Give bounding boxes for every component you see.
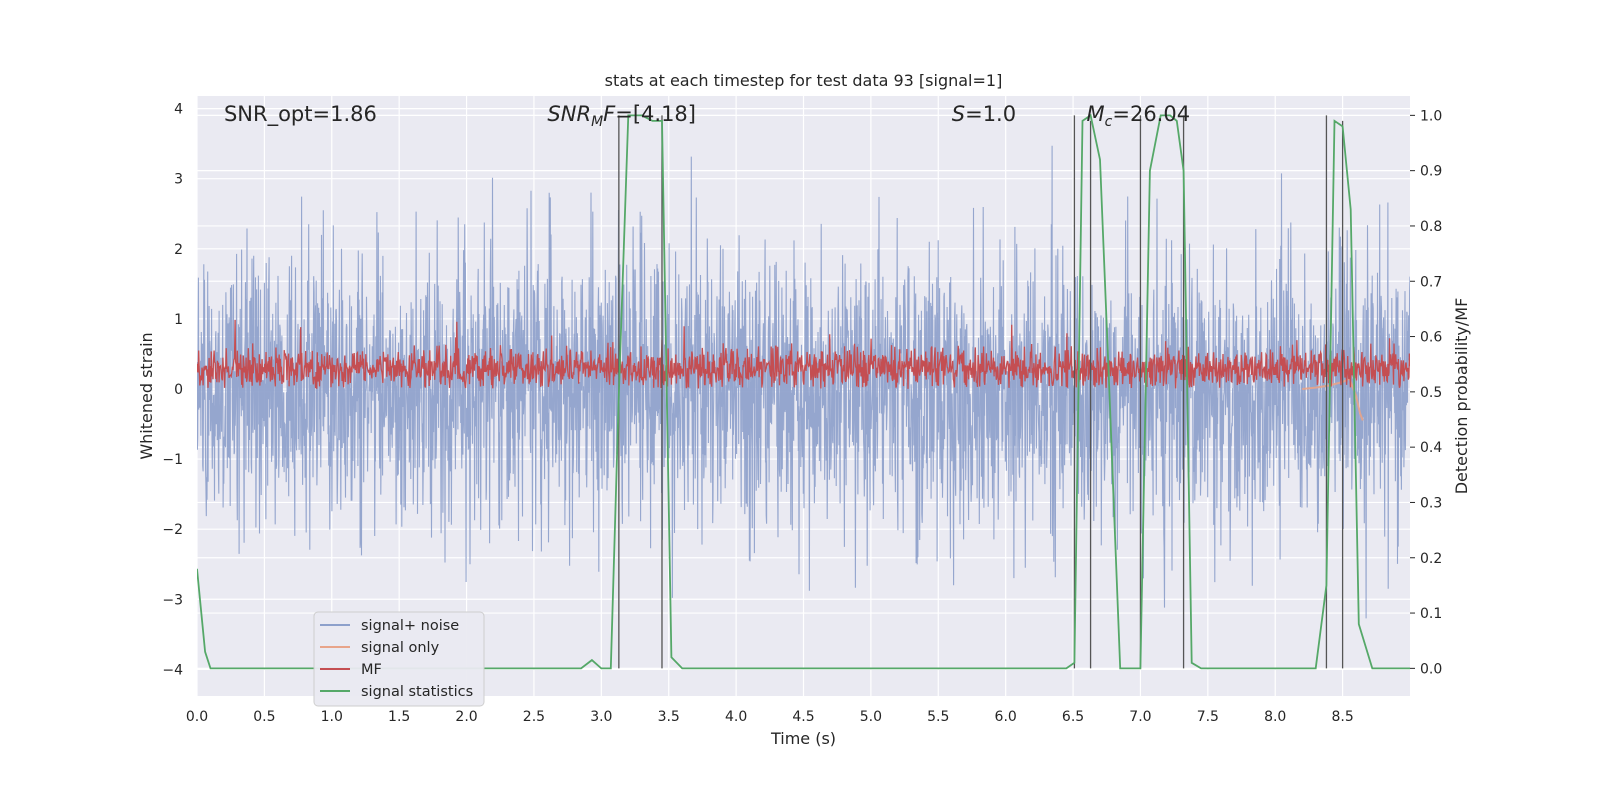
y-right-tick-label: 0.7 [1420,274,1442,290]
y-axis-right-label: Detection probability/MF [1452,298,1471,495]
x-tick-label: 1.5 [388,709,410,725]
x-tick-label: 2.5 [523,709,545,725]
y-left-tick-label: −1 [162,452,183,468]
x-axis-label: Time (s) [770,729,836,748]
y-right-tick-label: 0.1 [1420,606,1442,622]
x-tick-label: 5.0 [860,709,882,725]
series-mf [197,319,1410,389]
annotations: SNR_opt=1.86 SNRMF=[4.18] S=1.0 Mc=26.04 [224,102,1190,130]
x-tick-label: 6.0 [995,709,1017,725]
series-signal-statistics [197,113,1410,670]
y-right-tick-label: 0.4 [1420,440,1442,456]
y-right-tick-label: 0.8 [1420,219,1442,235]
annotation-text: SNRMF=[4.18] [547,102,696,130]
y-left-tick-label: 3 [174,172,183,188]
x-tick-label: 8.0 [1264,709,1286,725]
x-tick-label: 3.5 [658,709,680,725]
series-group [197,113,1410,670]
x-tick-label: 0.5 [253,709,275,725]
x-tick-label: 5.5 [927,709,949,725]
x-tick-label: 4.5 [792,709,814,725]
y-left-tick-label: −2 [162,522,183,538]
y-left-tick-label: 0 [174,382,183,398]
annotation-text: SNR_opt=1.86 [224,102,377,127]
x-tick-label: 8.5 [1331,709,1353,725]
x-tick-label: 0.0 [186,709,208,725]
y-left-tick-label: −4 [162,662,183,678]
y-left-tick-label: 4 [174,102,183,118]
y-right-tick-label: 0.6 [1420,330,1442,346]
x-tick-label: 2.0 [455,709,477,725]
legend-label: signal statistics [361,684,473,700]
y-axis-left-ticks: −4 −3 −2 −1 0 1 2 3 4 [162,102,183,679]
legend-label: MF [361,662,382,678]
legend-label: signal only [361,640,440,656]
y-axis-left-label: Whitened strain [137,332,156,459]
y-right-tick-label: 0.2 [1420,551,1442,567]
y-right-tick-label: 0.3 [1420,495,1442,511]
annotation-text: S=1.0 [952,102,1016,126]
x-tick-label: 6.5 [1062,709,1084,725]
x-tick-label: 3.0 [590,709,612,725]
y-right-tick-label: 0.5 [1420,385,1442,401]
legend: signal+ noise signal only MF signal statist… [313,611,485,707]
annotation-text: Mc=26.04 [1087,102,1191,130]
y-right-tick-label: 1.0 [1420,108,1442,124]
x-tick-label: 7.0 [1129,709,1151,725]
y-right-tick-label: 0.0 [1420,661,1442,677]
x-tick-label: 1.0 [321,709,343,725]
y-left-tick-label: 2 [174,242,183,258]
x-tick-label: 4.0 [725,709,747,725]
legend-label: signal+ noise [361,618,459,634]
x-axis-ticks: 0.0 0.5 1.0 1.5 2.0 2.5 3.0 3.5 4.0 4.5 5.0 5.5 6.0 6… [186,709,1354,725]
y-axis-right-ticks: 0.0 0.1 0.2 0.3 0.4 0.5 0.6 0.7 0.8 0.9 1.0 [1410,108,1442,677]
y-left-tick-label: −3 [162,592,183,608]
legend-box [313,611,485,707]
chart-title: stats at each timestep for test data 93 … [605,71,1003,90]
series-signal-plus-noise [197,145,1410,619]
y-left-tick-label: 1 [174,312,183,328]
plot-series [197,113,1410,670]
x-tick-label: 7.5 [1197,709,1219,725]
y-right-tick-label: 0.9 [1420,164,1442,180]
